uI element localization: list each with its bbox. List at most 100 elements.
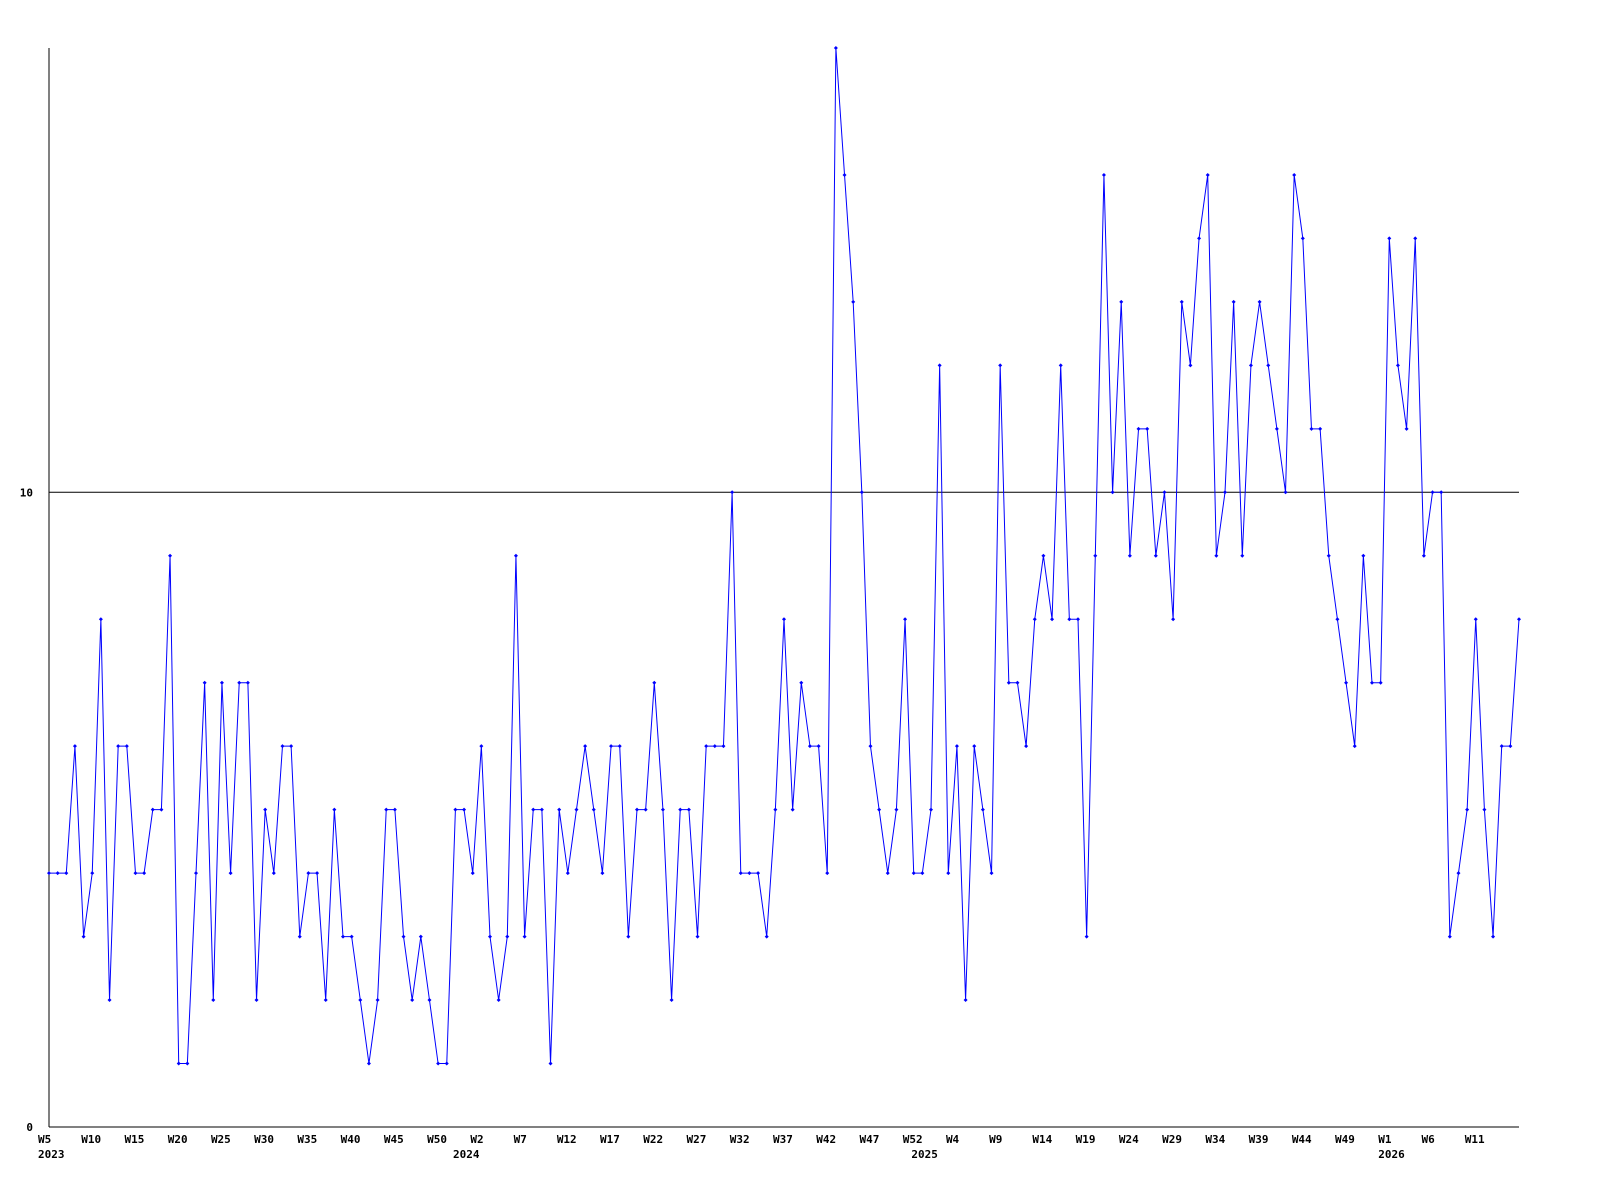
x-tick-label: W45 (384, 1133, 404, 1146)
point (894, 807, 899, 812)
point (1266, 363, 1271, 368)
point (600, 871, 605, 876)
point (1326, 553, 1331, 558)
point (1447, 934, 1452, 939)
point (946, 871, 951, 876)
point (799, 680, 804, 685)
point (185, 1061, 190, 1066)
x-tick-label: W32 (730, 1133, 750, 1146)
point (998, 363, 1003, 368)
point (756, 871, 761, 876)
x-tick-label: W40 (341, 1133, 361, 1146)
point (1335, 617, 1340, 622)
x-tick-label: W10 (81, 1133, 101, 1146)
point (202, 680, 207, 685)
point (1370, 680, 1374, 685)
x-tick-label: W12 (557, 1133, 577, 1146)
point (1162, 490, 1167, 495)
point (539, 807, 544, 812)
point (159, 807, 164, 812)
point (1378, 680, 1383, 685)
x-year-label: 2023 (38, 1148, 65, 1161)
point (764, 934, 769, 939)
point (583, 744, 588, 749)
point (695, 934, 700, 939)
point (306, 871, 311, 876)
x-tick-label: W17 (600, 1133, 620, 1146)
x-tick-label: W49 (1335, 1133, 1355, 1146)
point (1058, 363, 1063, 368)
point (315, 871, 320, 876)
point (1309, 426, 1314, 431)
point (1300, 236, 1305, 241)
x-tick-label: W9 (989, 1133, 1002, 1146)
point (877, 807, 882, 812)
point (1318, 426, 1323, 431)
point (1482, 807, 1487, 812)
point (937, 363, 942, 368)
point (1197, 236, 1202, 241)
point (1240, 553, 1245, 558)
point (142, 871, 147, 876)
point (81, 934, 86, 939)
point (410, 998, 415, 1003)
point (194, 871, 198, 876)
point (176, 1061, 181, 1066)
x-tick-label: W2 (470, 1133, 483, 1146)
point (1188, 363, 1193, 368)
point (712, 744, 717, 749)
point (1153, 553, 1158, 558)
x-tick-label: W44 (1292, 1133, 1312, 1146)
x-tick-label: W7 (514, 1133, 527, 1146)
point (842, 172, 847, 177)
point (565, 871, 570, 876)
point (150, 807, 155, 812)
point (1205, 172, 1210, 177)
point (643, 807, 648, 812)
point (453, 807, 458, 812)
point (90, 871, 95, 876)
x-tick-label: W37 (773, 1133, 793, 1146)
point (470, 871, 475, 876)
point (496, 998, 501, 1003)
point (678, 807, 683, 812)
point (1024, 744, 1029, 749)
point (64, 871, 69, 876)
point (505, 934, 510, 939)
point (418, 934, 423, 939)
x-tick-label: W29 (1162, 1133, 1182, 1146)
point (617, 744, 622, 749)
point (652, 680, 657, 685)
x-tick-label: W4 (946, 1133, 960, 1146)
point (401, 934, 406, 939)
point (1439, 490, 1444, 495)
point (825, 871, 830, 876)
point (263, 807, 268, 812)
point (635, 807, 639, 812)
point (211, 998, 216, 1003)
point (237, 680, 242, 685)
point (254, 998, 259, 1003)
point (1110, 490, 1115, 495)
point (721, 744, 726, 749)
point (98, 617, 103, 622)
x-tick-label: W47 (859, 1133, 879, 1146)
point (574, 807, 579, 812)
point (462, 807, 467, 812)
point (1119, 299, 1124, 304)
point (1344, 680, 1349, 685)
x-tick-label: W50 (427, 1133, 447, 1146)
point (228, 871, 233, 876)
point (72, 744, 77, 749)
point (1101, 172, 1106, 177)
x-tick-label: W52 (903, 1133, 923, 1146)
point (548, 1061, 553, 1066)
point (1214, 553, 1219, 558)
point (747, 871, 752, 876)
point (349, 934, 354, 939)
point (168, 553, 173, 558)
point (245, 680, 250, 685)
point (1508, 744, 1513, 749)
point (1248, 363, 1253, 368)
